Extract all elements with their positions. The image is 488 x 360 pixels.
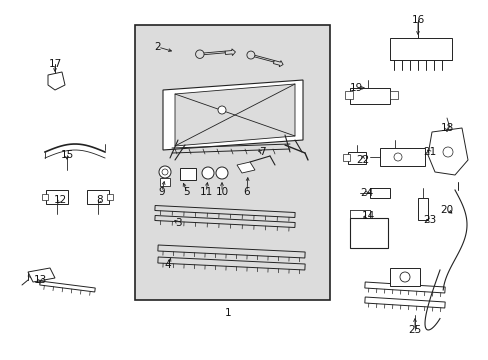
Text: 17: 17 [48,59,61,69]
Text: 1: 1 [224,308,231,318]
Text: 7: 7 [258,147,265,157]
Bar [342,154,349,161]
Bar [389,38,451,60]
Polygon shape [28,268,55,282]
Polygon shape [250,54,274,62]
Text: 10: 10 [215,187,228,197]
Text: 20: 20 [440,205,453,215]
Circle shape [393,153,401,161]
Polygon shape [237,162,254,173]
Text: 22: 22 [356,155,369,165]
Circle shape [399,272,409,282]
Bar [369,188,389,198]
Text: 8: 8 [97,195,103,205]
Bar [87,190,109,204]
Polygon shape [40,281,95,292]
Text: 11: 11 [199,187,212,197]
Bar [160,178,170,186]
Polygon shape [48,72,65,90]
Polygon shape [155,206,295,217]
Polygon shape [158,245,305,258]
Text: 13: 13 [33,275,46,285]
Circle shape [159,166,171,178]
Text: 21: 21 [423,147,436,157]
Circle shape [202,167,214,179]
Polygon shape [246,51,254,59]
Bar [347,152,365,164]
Bar [389,268,419,286]
Polygon shape [364,282,444,293]
Polygon shape [364,297,444,308]
Polygon shape [163,80,303,150]
Circle shape [216,167,227,179]
Text: 24: 24 [360,188,373,198]
Polygon shape [195,50,203,58]
Text: 12: 12 [53,195,66,205]
Bar [349,218,387,248]
Bar [46,190,68,204]
Polygon shape [273,60,283,67]
Polygon shape [155,216,295,228]
Text: 25: 25 [407,325,421,335]
Text: 4: 4 [164,260,171,270]
Text: 15: 15 [60,150,74,160]
Circle shape [218,106,225,114]
Bar [389,91,397,99]
Bar [345,91,352,99]
Polygon shape [175,84,294,146]
Polygon shape [224,49,235,55]
Circle shape [162,169,168,175]
Text: 16: 16 [410,15,424,25]
Text: 2: 2 [154,42,161,52]
Polygon shape [427,128,467,175]
Text: 9: 9 [159,187,165,197]
Bar [349,88,389,104]
Bar [379,148,424,166]
Bar [180,168,196,180]
Bar [417,198,427,220]
Text: 23: 23 [423,215,436,225]
Bar [135,25,329,300]
Text: 3: 3 [174,218,181,228]
Text: 19: 19 [348,83,362,93]
Text: 6: 6 [243,187,250,197]
Circle shape [442,147,452,157]
Text: 14: 14 [361,211,374,221]
Bar [42,194,48,200]
Polygon shape [158,257,305,270]
Text: 5: 5 [183,187,190,197]
Bar [107,194,113,200]
Polygon shape [200,51,225,55]
Text: 18: 18 [440,123,453,133]
